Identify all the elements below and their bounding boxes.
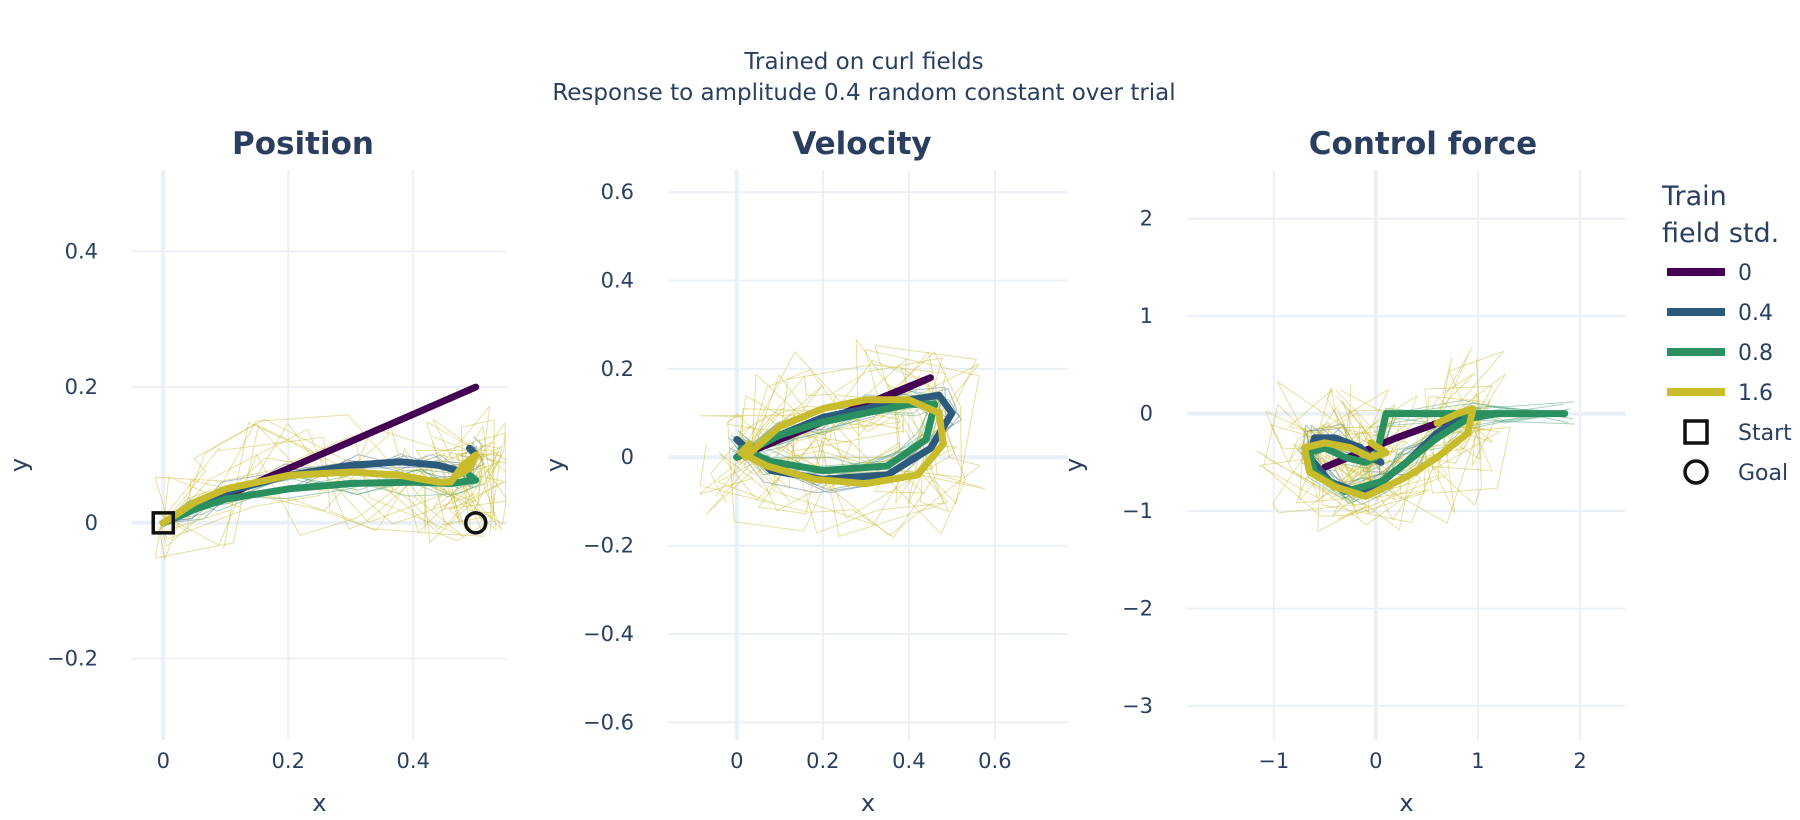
legend-label: 0.8	[1738, 341, 1773, 366]
goal-marker	[464, 511, 488, 535]
trial-trace-1-6	[159, 418, 507, 530]
series-line-0-8	[159, 471, 480, 527]
legend-label: 0.4	[1738, 301, 1773, 326]
y-tick-label: −0.4	[583, 622, 634, 646]
legend-label: 1.6	[1738, 381, 1773, 406]
legend-item-0-4: 0.4	[1667, 301, 1773, 326]
trial-trace-1-6	[699, 349, 980, 538]
x-tick-label: 0.4	[397, 749, 430, 773]
trial-trace-1-6	[715, 406, 925, 512]
legend-item-start: Start	[1683, 419, 1792, 446]
y-tick-label: 0.4	[601, 268, 634, 292]
x-tick-label: −1	[1258, 749, 1289, 773]
plot-area	[698, 338, 986, 538]
x-tick-label: 0.4	[892, 749, 925, 773]
x-axis-label: x	[861, 789, 875, 817]
trial-trace-1-6	[162, 419, 495, 533]
plot-area	[1256, 347, 1575, 532]
y-tick-label: 0	[85, 511, 98, 535]
y-tick-label: 0.2	[601, 357, 634, 381]
x-tick-label: 0	[730, 749, 743, 773]
trial-trace-1-6	[162, 435, 499, 537]
trial-trace-1-6	[726, 351, 981, 536]
legend-square-swatch	[1683, 419, 1709, 445]
x-axis-label: x	[1399, 789, 1413, 817]
x-axis-label: x	[312, 789, 326, 817]
series-line-0-8	[1306, 410, 1569, 495]
x-tick-label: 1	[1471, 749, 1484, 773]
y-tick-label: −1	[1122, 499, 1153, 523]
trial-trace-1-6	[167, 421, 503, 536]
legend-item-0: 0	[1667, 261, 1752, 286]
legend-circle-swatch	[1683, 459, 1709, 485]
y-tick-label: 0.4	[65, 239, 98, 263]
trial-trace-1-6	[699, 351, 950, 512]
panel-control-force: −1 0 1 2 −3 −2 −1 0 1 2 Control force x y	[1060, 126, 1626, 817]
trial-trace-1-6	[739, 351, 962, 515]
y-axis-label: y	[541, 458, 569, 472]
x-tick-label: 2	[1573, 749, 1586, 773]
figure-title-line2: Response to amplitude 0.4 random constan…	[552, 80, 1175, 106]
y-tick-label: −3	[1122, 694, 1153, 718]
panel-position: 0 0.2 0.4 −0.2 0 0.2 0.4 Position x y	[5, 126, 507, 817]
legend-label: Start	[1738, 421, 1792, 446]
series-line-1-6	[1300, 405, 1477, 500]
y-tick-label: 2	[1140, 207, 1153, 231]
legend-item-0-8: 0.8	[1667, 341, 1773, 366]
trial-trace-1-6	[705, 357, 945, 537]
x-tick-label: 0	[157, 749, 170, 773]
x-tick-label: 0.6	[978, 749, 1011, 773]
y-tick-label: 0	[621, 445, 634, 469]
trial-trace-1-6	[159, 422, 507, 530]
trial-trace-1-6	[154, 425, 502, 559]
x-tick-label: 0.2	[806, 749, 839, 773]
start-marker	[151, 511, 175, 535]
y-tick-label: 0.2	[65, 375, 98, 399]
panel-velocity: 0 0.2 0.4 0.6 −0.6 −0.4 −0.2 0 0.2 0.4 0.6 Velocity…	[541, 126, 1068, 817]
legend-label: 0	[1738, 261, 1752, 286]
legend-title-line1: Train	[1661, 181, 1727, 212]
trial-trace-1-6	[1288, 347, 1472, 524]
panel-title: Control force	[1309, 126, 1537, 162]
y-tick-label: −0.6	[583, 710, 634, 734]
y-tick-label: −0.2	[47, 647, 98, 671]
panel-title: Position	[232, 126, 374, 162]
trial-trace-1-6	[1288, 388, 1501, 521]
trial-trace-1-6	[1272, 407, 1511, 531]
legend-label: Goal	[1738, 461, 1788, 486]
y-tick-label: 0	[1140, 402, 1153, 426]
legend-item-1-6: 1.6	[1667, 381, 1773, 406]
series-line-1-6	[737, 396, 947, 488]
series-line-1-6	[159, 451, 480, 527]
trial-trace-0-4	[731, 388, 958, 475]
legend-item-goal: Goal	[1683, 459, 1788, 486]
series-line-0-8	[733, 400, 939, 474]
figure-title-line1: Trained on curl fields	[743, 49, 983, 75]
y-tick-label: 0.6	[601, 180, 634, 204]
trial-trace-1-6	[748, 364, 958, 503]
plot-area	[154, 383, 507, 560]
trial-trace-1-6	[159, 441, 490, 546]
y-tick-label: 1	[1140, 304, 1153, 328]
x-tick-label: 0	[1369, 749, 1382, 773]
panel-title: Velocity	[792, 126, 931, 162]
trial-trace-1-6	[158, 422, 507, 547]
y-tick-label: −0.2	[583, 534, 634, 558]
y-tick-label: −2	[1122, 596, 1153, 620]
trial-trace-1-6	[158, 444, 507, 534]
legend: Train field std. 0 0.4 0.8 1.6 Start Goal	[1661, 181, 1792, 486]
x-tick-label: 0.2	[272, 749, 305, 773]
y-axis-label: y	[1060, 458, 1088, 472]
y-axis-label: y	[5, 458, 33, 472]
trial-trace-1-6	[163, 422, 502, 549]
legend-title-line2: field std.	[1662, 218, 1779, 249]
